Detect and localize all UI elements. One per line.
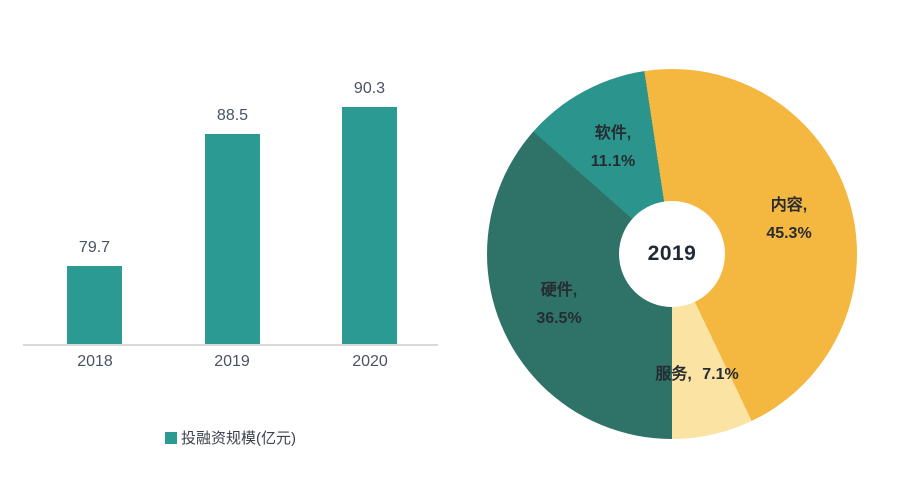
slice-name-content: 内容, — [770, 197, 808, 214]
bar-value-label-2018: 79.7 — [78, 239, 111, 256]
donut-center-year-label: 2019 — [647, 242, 697, 265]
x-axis-tick-2018: 2018 — [77, 353, 113, 370]
bar-column-2019: 88.5 — [205, 107, 260, 344]
slice-pct-service: 7.1% — [702, 366, 739, 383]
bar-chart-investment: 79.7 88.5 90.3 2018 2019 2020 投融资规模(亿元) — [23, 80, 438, 448]
slice-pct-content: 45.3% — [766, 225, 812, 242]
bar-2019 — [205, 134, 260, 344]
slice-label-content: 内容, 45.3% — [766, 192, 811, 248]
slice-name-hardware: 硬件, — [540, 282, 578, 299]
bar-value-label-2019: 88.5 — [216, 107, 249, 124]
legend: 投融资规模(亿元) — [165, 427, 296, 448]
slice-pct-software: 11.1% — [590, 153, 636, 170]
slice-name-service: 服务, — [655, 366, 692, 383]
x-axis-line — [23, 344, 438, 346]
legend-label: 投融资规模(亿元) — [181, 430, 296, 447]
x-axis-tick-2020: 2020 — [352, 353, 388, 370]
donut-chart-2019: 软件, 11.1% 内容, 45.3% 硬件, 36.5% 服务, 7.1% 2… — [450, 0, 900, 500]
slice-label-service: 服务, 7.1% — [655, 361, 738, 389]
bar-value-label-2020: 90.3 — [353, 80, 386, 97]
bar-2020 — [342, 107, 397, 344]
x-axis-tick-2019: 2019 — [214, 353, 250, 370]
bar-column-2020: 90.3 — [342, 80, 397, 344]
slice-name-software: 软件, — [594, 125, 632, 142]
slice-label-software: 软件, 11.1% — [591, 120, 635, 176]
donut-center-hole: 2019 — [619, 201, 725, 307]
donut-ring: 软件, 11.1% 内容, 45.3% 硬件, 36.5% 服务, 7.1% 2… — [487, 69, 857, 439]
slice-label-hardware: 硬件, 36.5% — [536, 277, 581, 333]
bar-column-2018: 79.7 — [67, 239, 122, 344]
bar-2018 — [67, 266, 122, 344]
legend-marker-square — [165, 431, 177, 444]
slice-pct-hardware: 36.5% — [536, 310, 582, 327]
